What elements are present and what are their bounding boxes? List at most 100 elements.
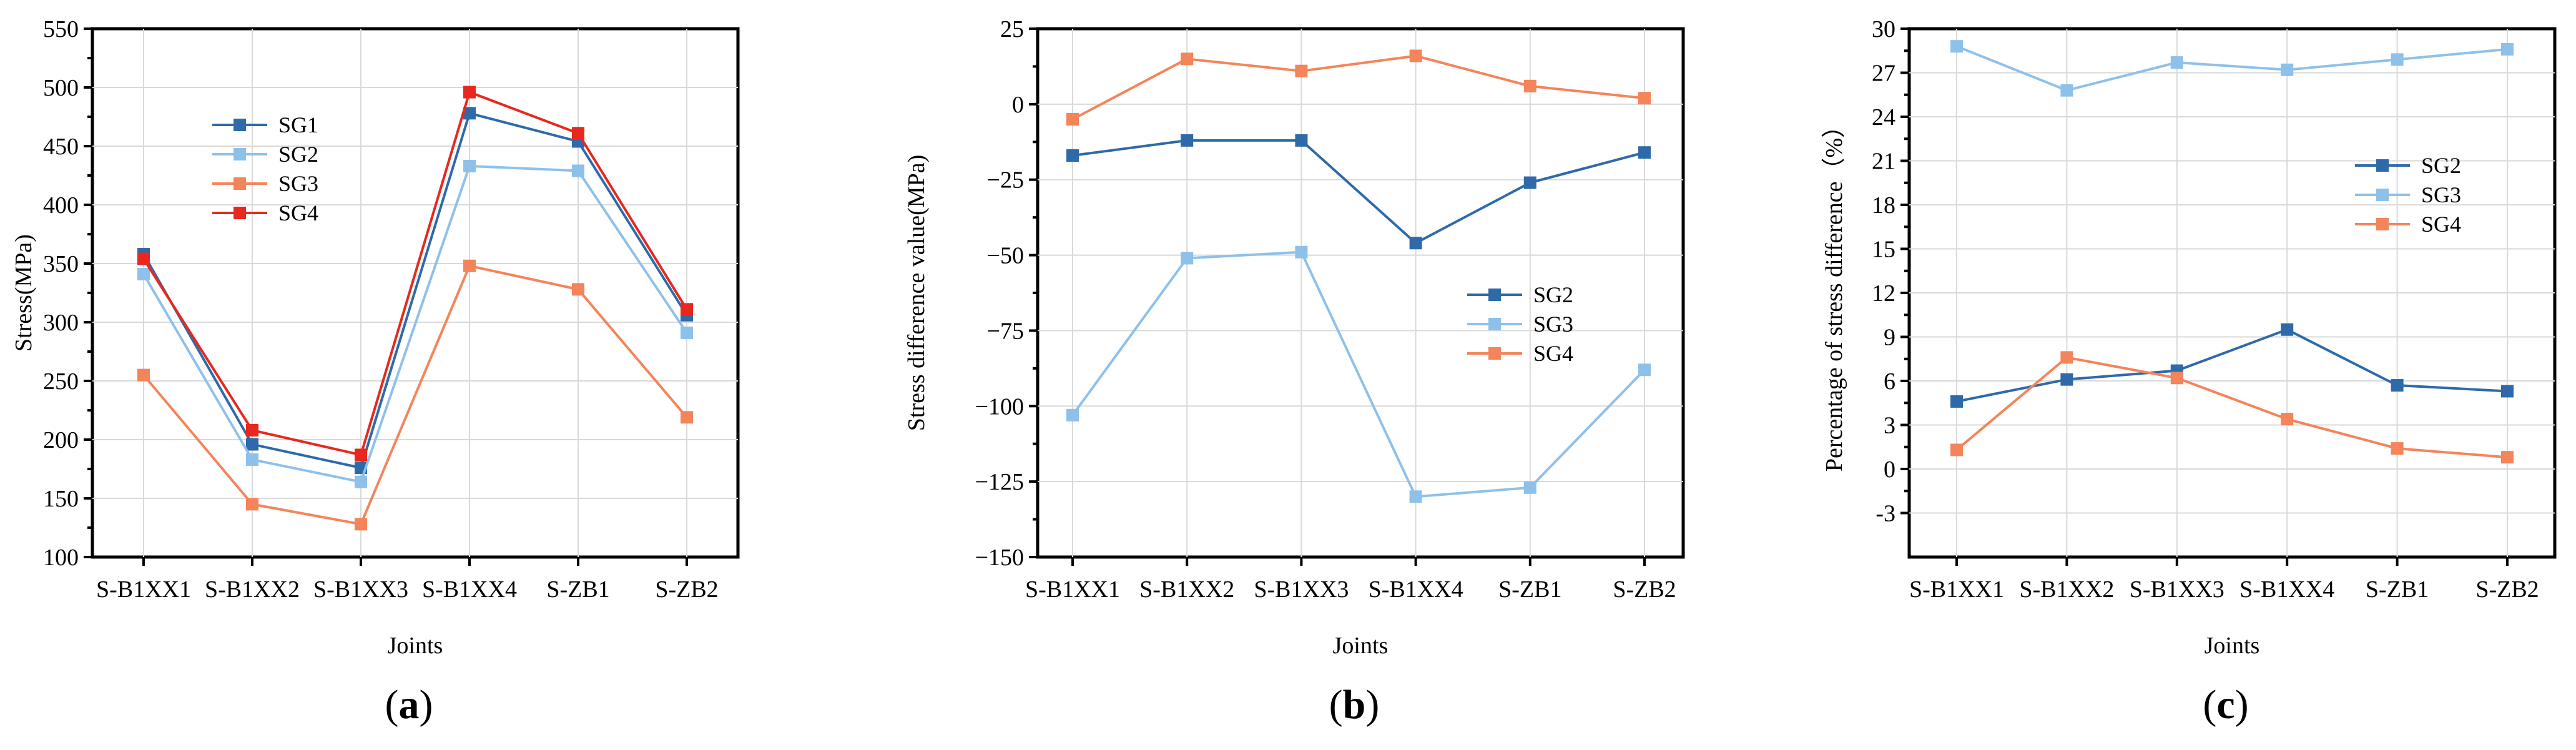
legend-label-sg1: SG1 [278, 112, 318, 137]
data-point-sg2 [1181, 134, 1194, 147]
y-tick-label: 12 [1872, 280, 1895, 307]
series-line-sg2 [1072, 139, 1645, 245]
subfigure-label-open: ( [1329, 682, 1343, 728]
y-tick-label: −75 [987, 318, 1024, 344]
legend-label-sg2: SG2 [1533, 282, 1573, 307]
x-tick-label: S-ZB1 [2366, 576, 2429, 603]
data-point-sg4 [2281, 413, 2294, 426]
data-point-sg2 [572, 164, 584, 177]
subfigure-label-letter: a [399, 682, 420, 728]
data-point-sg2 [1523, 176, 1536, 189]
chart-panel-c: -3 0 3 6 9 12 15 18 21 24 27 30 S-B1XX1 S-B1XX2 S-B1XX… [1821, 16, 2557, 728]
data-point-sg2 [1409, 237, 1422, 250]
data-point-sg4 [2501, 451, 2514, 464]
y-tick-label: 400 [43, 192, 79, 219]
data-point-sg3 [1295, 245, 1308, 259]
legend-label-sg4: SG4 [1533, 341, 1573, 366]
x-axis-label: Joints [2205, 633, 2260, 659]
y-axis-label: Percentage of stress difference（%） [1821, 114, 1847, 471]
data-point-sg2 [1638, 146, 1651, 159]
series-line-sg3 [142, 264, 688, 526]
x-axis-label: Joints [388, 633, 443, 659]
legend-label-sg2: SG2 [278, 142, 318, 167]
data-point-sg3 [1181, 252, 1194, 265]
legend-marker-sg3 [2376, 189, 2389, 201]
legend-marker-sg3 [1488, 318, 1501, 330]
data-point-sg2 [355, 475, 367, 488]
y-tick-label: 30 [1872, 16, 1895, 42]
subfigure-label: (a) [385, 682, 433, 728]
y-tick-label: 6 [1884, 368, 1895, 395]
legend-marker-sg3 [234, 177, 246, 190]
data-point-sg4 [1638, 92, 1651, 105]
data-point-sg4 [1066, 113, 1079, 126]
data-point-sg3 [1950, 40, 1963, 53]
y-tick-label: 250 [43, 368, 79, 395]
chart-panel-b: −150 −125 −100 −75 −50 −25 0 25 S-B1XX1 S-B1XX2 S-… [903, 16, 1685, 728]
data-point-sg4 [572, 127, 584, 140]
data-point-sg4 [463, 86, 476, 99]
series-line-sg2 [142, 164, 688, 483]
subfigure-label-close: ) [2235, 682, 2249, 728]
data-point-sg4 [1409, 49, 1422, 62]
data-point-sg4 [2170, 372, 2183, 385]
series-line-sg4 [1955, 356, 2508, 459]
data-point-sg3 [355, 518, 367, 531]
y-tick-label: 27 [1872, 61, 1895, 87]
y-tick-label: 550 [43, 16, 79, 42]
data-point-sg3 [681, 411, 693, 424]
y-tick-label: 25 [1000, 16, 1024, 42]
legend-marker-sg2 [234, 148, 246, 160]
data-point-sg4 [1295, 64, 1308, 77]
data-point-sg3 [1638, 363, 1651, 377]
data-point-sg3 [2170, 56, 2183, 69]
data-point-sg2 [1950, 395, 1963, 408]
y-axis-label: Stress difference value(MPa) [903, 155, 930, 431]
y-tick-label: 350 [43, 251, 79, 277]
chart-panel-a: 100 150 200 250 300 350 400 450 500 550 S-B1XX1 S-B… [11, 16, 740, 728]
y-tick-label: 450 [43, 134, 79, 160]
legend-marker-sg2 [2376, 159, 2389, 172]
series-line-sg3 [1956, 45, 2508, 92]
data-point-sg3 [246, 498, 258, 511]
x-tick-label: S-ZB2 [1613, 576, 1676, 603]
x-tick-label: S-B1XX4 [1369, 576, 1463, 603]
legend-marker-sg4 [234, 207, 246, 219]
x-tick-label: S-ZB1 [1498, 576, 1561, 603]
data-point-sg2 [1295, 134, 1308, 147]
legend: SG1 SG2 SG3 SG4 [212, 112, 318, 225]
x-tick-label: S-ZB2 [2475, 576, 2539, 603]
y-tick-label: -3 [1875, 501, 1895, 527]
data-point-sg3 [2060, 84, 2073, 97]
y-tick-label: 18 [1872, 192, 1895, 219]
series-line-sg4 [142, 90, 688, 456]
y-tick-label: 200 [43, 427, 79, 453]
data-point-sg3 [2391, 53, 2404, 66]
subfigure-label-letter: c [2216, 682, 2234, 728]
legend-label-sg2: SG2 [2421, 153, 2461, 178]
x-tick-label: S-B1XX2 [1139, 576, 1234, 603]
data-point-sg3 [2501, 42, 2514, 56]
subfigure-label-close: ) [1365, 682, 1379, 728]
y-tick-label: 21 [1872, 149, 1895, 175]
legend-marker-sg4 [1488, 347, 1501, 360]
legend-label-sg3: SG3 [2421, 182, 2461, 207]
y-tick-label: 3 [1884, 413, 1895, 439]
legend-label-sg3: SG3 [1533, 312, 1573, 337]
y-tick-label: 24 [1872, 104, 1895, 131]
legend-marker-sg1 [234, 119, 246, 131]
data-point-sg4 [2391, 442, 2404, 455]
series-line-sg2 [1956, 328, 2508, 403]
y-tick-label: 9 [1884, 325, 1895, 351]
legend-marker-sg2 [1488, 289, 1501, 301]
data-point-sg3 [2281, 63, 2294, 76]
x-tick-label: S-B1XX1 [1909, 576, 2004, 603]
x-tick-label: S-B1XX4 [2239, 576, 2334, 603]
data-point-sg4 [1523, 79, 1536, 92]
legend-marker-sg4 [2376, 218, 2389, 230]
x-axis-label: Joints [1333, 633, 1389, 659]
subfigure-label-open: ( [2203, 682, 2216, 728]
subfigure-label: (b) [1329, 682, 1380, 728]
x-tick-label: S-B1XX1 [96, 576, 191, 603]
data-point-sg4 [355, 448, 367, 461]
